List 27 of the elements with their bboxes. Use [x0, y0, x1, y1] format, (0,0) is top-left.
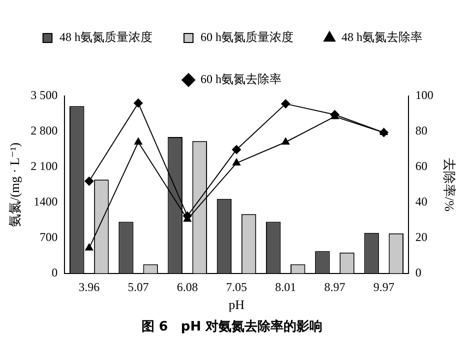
y2-tick-label: 80	[415, 124, 428, 138]
y-tick-label: 700	[40, 230, 58, 244]
y2-tick-label: 0	[415, 266, 422, 280]
y-tick-label: 1400	[34, 194, 58, 209]
y2-tick-label: 40	[415, 194, 428, 209]
y2-tick-label: 60	[415, 159, 428, 174]
text: 图 6 pH 对氨氮去除率的影响	[141, 318, 323, 335]
y2-tick-label: 20	[415, 230, 428, 244]
x-tick-label: 9.97	[373, 280, 394, 294]
x-tick-label: 6.08	[176, 280, 198, 294]
y-tick-label: 3 500	[30, 88, 58, 102]
y2-tick-label: 100	[415, 88, 434, 102]
legend-label: 60 h氨氮去除率	[200, 72, 282, 86]
legend-label: 48 h氨氮去除率	[342, 30, 422, 44]
x-tick-label: 5.07	[128, 280, 149, 294]
x-axis-title: pH	[228, 297, 244, 312]
x-tick-label: 3.96	[78, 280, 100, 294]
y2-axis-title: 去除率/%	[442, 158, 457, 212]
y-tick-label: 0	[52, 266, 58, 280]
legend-label: 60 h氨氮质量浓度	[200, 30, 294, 44]
y-tick-label: 2 800	[30, 124, 58, 138]
x-tick-label: 8.01	[275, 280, 296, 294]
y-axis-title: 氨氮/(mg · L⁻¹)	[7, 142, 22, 227]
x-tick-label: 8.97	[324, 280, 346, 294]
y-tick-label: 2 100	[30, 159, 58, 174]
x-tick-label: 7.05	[226, 280, 247, 294]
legend-label: 48 h氨氮质量浓度	[60, 30, 152, 44]
